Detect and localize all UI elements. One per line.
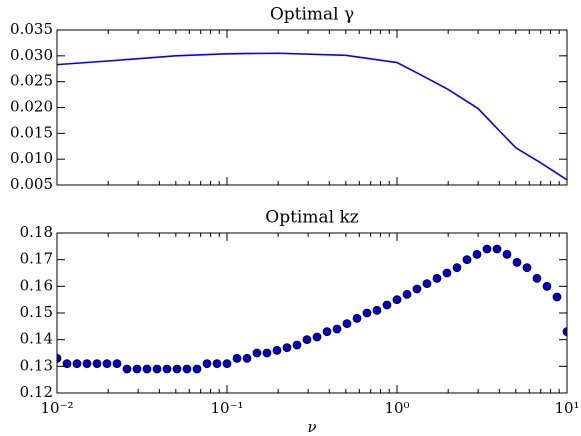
- y-tick-label: 0.16: [20, 276, 53, 294]
- chart-title: Optimal kz: [265, 208, 358, 228]
- point: [412, 284, 422, 294]
- point: [182, 364, 192, 374]
- point: [57, 353, 62, 363]
- y-tick-label: 0.13: [20, 356, 53, 374]
- x-tick-label: 10⁻²: [40, 399, 73, 417]
- point: [512, 257, 522, 267]
- point: [472, 249, 482, 259]
- point: [172, 364, 182, 374]
- point: [382, 300, 392, 310]
- axes-frame: [56, 29, 568, 186]
- point: [102, 359, 112, 369]
- point: [132, 364, 142, 374]
- point: [432, 273, 442, 283]
- point: [482, 244, 492, 254]
- point: [252, 348, 262, 358]
- x-axis-label: ν: [307, 418, 316, 436]
- point: [552, 292, 562, 302]
- point: [502, 249, 512, 259]
- point: [342, 319, 352, 329]
- point: [492, 244, 502, 254]
- point: [562, 327, 567, 337]
- y-tick-label: 0.005: [10, 175, 53, 193]
- y-tick-label: 0.030: [10, 46, 53, 64]
- point: [232, 353, 242, 363]
- point: [302, 335, 312, 345]
- x-tick-label: 10¹: [554, 399, 579, 417]
- axes-frame: [56, 232, 568, 394]
- y-tick-label: 0.14: [20, 330, 53, 348]
- point: [362, 308, 372, 318]
- point: [242, 353, 252, 363]
- point: [542, 281, 552, 291]
- point: [142, 364, 152, 374]
- point: [332, 324, 342, 334]
- point: [522, 263, 532, 273]
- point: [212, 359, 222, 369]
- point: [402, 289, 412, 299]
- point: [282, 343, 292, 353]
- point: [82, 359, 92, 369]
- point: [122, 364, 132, 374]
- point: [152, 364, 162, 374]
- point: [92, 359, 102, 369]
- y-tick-label: 0.18: [20, 223, 53, 241]
- y-tick-label: 0.025: [10, 72, 53, 90]
- x-tick-label: 10⁻¹: [210, 399, 243, 417]
- y-tick-label: 0.15: [20, 303, 53, 321]
- point: [372, 305, 382, 315]
- point: [192, 364, 202, 374]
- point: [272, 345, 282, 355]
- point: [352, 313, 362, 323]
- point: [422, 279, 432, 289]
- x-tick-label: 10⁰: [384, 399, 409, 417]
- point: [532, 273, 542, 283]
- line: [57, 52, 567, 181]
- point: [202, 359, 212, 369]
- y-tick-label: 0.17: [20, 250, 53, 268]
- y-tick-label: 0.020: [10, 98, 53, 116]
- point: [162, 364, 172, 374]
- point: [322, 327, 332, 337]
- point: [392, 295, 402, 305]
- point: [452, 263, 462, 273]
- chart-title: Optimal γ: [270, 5, 354, 25]
- y-tick-label: 0.015: [10, 123, 53, 141]
- point: [62, 359, 72, 369]
- y-tick-label: 0.010: [10, 149, 53, 167]
- y-tick-label: 0.12: [20, 383, 53, 401]
- point: [262, 348, 272, 358]
- point: [112, 359, 122, 369]
- point: [312, 332, 322, 342]
- point: [292, 340, 302, 350]
- y-tick-label: 0.035: [10, 20, 53, 38]
- point: [462, 255, 472, 265]
- point: [222, 359, 232, 369]
- point: [442, 268, 452, 278]
- point: [72, 359, 82, 369]
